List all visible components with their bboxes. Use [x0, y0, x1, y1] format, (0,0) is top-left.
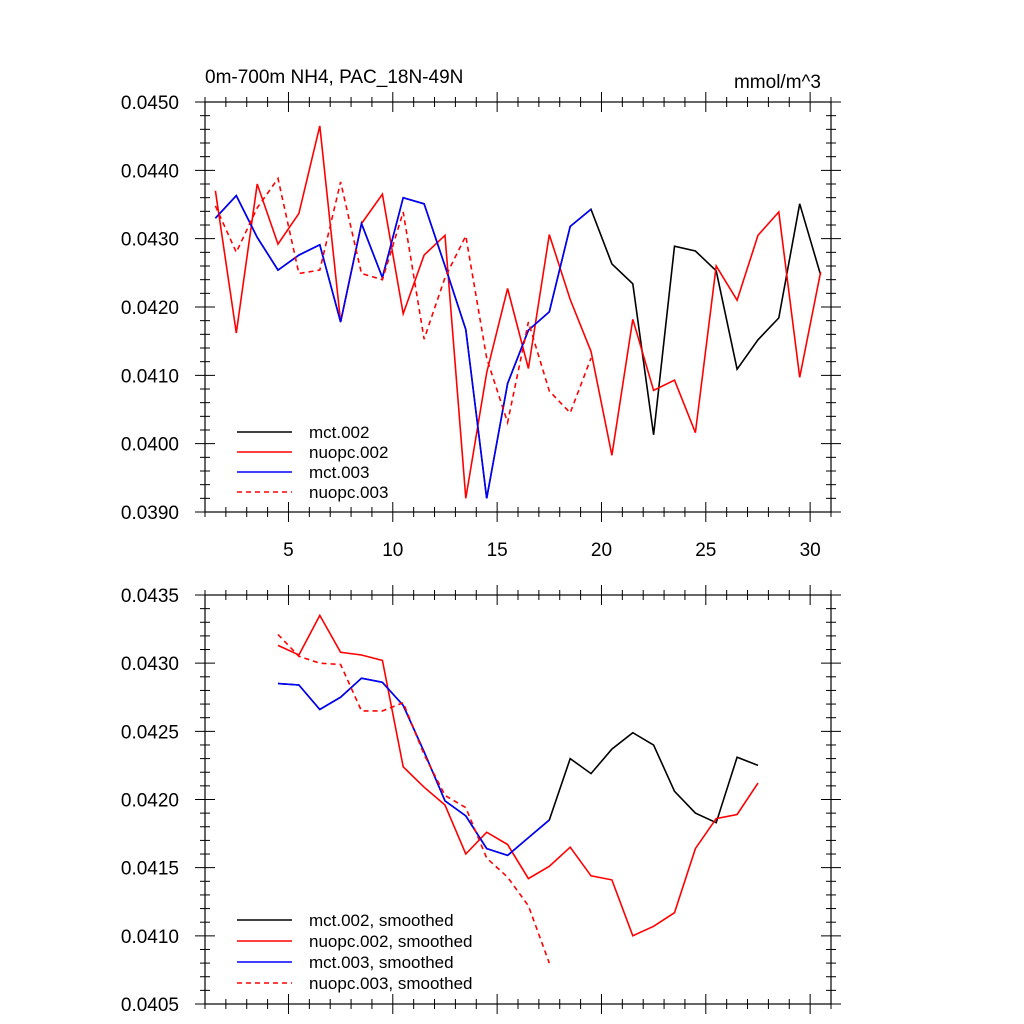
y-tick-label: 0.0410 — [121, 927, 179, 948]
legend-label: mct.003 — [309, 463, 369, 482]
series-line-nuopc-003 — [214, 176, 592, 426]
y-tick-label: 0.0400 — [121, 435, 179, 456]
units-label: mmol/m^3 — [734, 72, 821, 93]
y-tick-label: 0.0420 — [121, 298, 179, 319]
y-tick-label: 0.0430 — [121, 654, 179, 675]
series-line-mct-002-smoothed — [277, 677, 759, 857]
legend-label: nuopc.003 — [309, 483, 388, 502]
x-tick-label: 15 — [487, 540, 508, 561]
y-tick-label: 0.0420 — [121, 791, 179, 812]
plot-frame — [204, 101, 832, 513]
y-tick-label: 0.0440 — [121, 161, 179, 182]
y-tick-label: 0.0435 — [121, 586, 179, 607]
y-tick-label: 0.0415 — [121, 859, 179, 880]
x-tick-label: 30 — [800, 540, 821, 561]
y-tick-label: 0.0430 — [121, 230, 179, 251]
top-panel: 5 10 15 20 25 30 0.0390 0.0400 0.0410 0.0420 0.043… — [121, 67, 841, 561]
series-line-mct-003-smoothed — [277, 677, 550, 857]
y-tick-label: 0.0425 — [121, 722, 179, 743]
series-line-nuopc-002 — [214, 125, 822, 499]
bottom-panel: 0.0405 0.0410 0.0415 0.0420 0.0425 0.0430 0.04… — [121, 585, 841, 1016]
x-tick-label: 25 — [695, 540, 716, 561]
legend-label: mct.002 — [309, 423, 369, 442]
series-line-nuopc-002-smoothed — [277, 613, 759, 937]
chart-title: 0m-700m NH4, PAC_18N-49N — [205, 67, 463, 88]
y-tick-label: 0.0450 — [121, 93, 179, 114]
y-tick-label: 0.0390 — [121, 503, 179, 524]
series-line-mct-002 — [214, 194, 822, 499]
x-tick-label: 5 — [283, 540, 294, 561]
legend-label: nuopc.002 — [309, 443, 388, 462]
x-tick-label: 10 — [382, 540, 403, 561]
y-tick-label: 0.0405 — [121, 995, 179, 1016]
y-tick-label: 0.0410 — [121, 366, 179, 387]
legend-label: mct.003, smoothed — [309, 953, 454, 972]
x-tick-label: 20 — [591, 540, 612, 561]
series-line-mct-003 — [214, 194, 592, 499]
series-line-nuopc-003-smoothed — [277, 633, 551, 964]
legend-label: mct.002, smoothed — [309, 911, 454, 930]
legend-label: nuopc.003, smoothed — [309, 974, 473, 993]
legend-label: nuopc.002, smoothed — [309, 932, 473, 951]
